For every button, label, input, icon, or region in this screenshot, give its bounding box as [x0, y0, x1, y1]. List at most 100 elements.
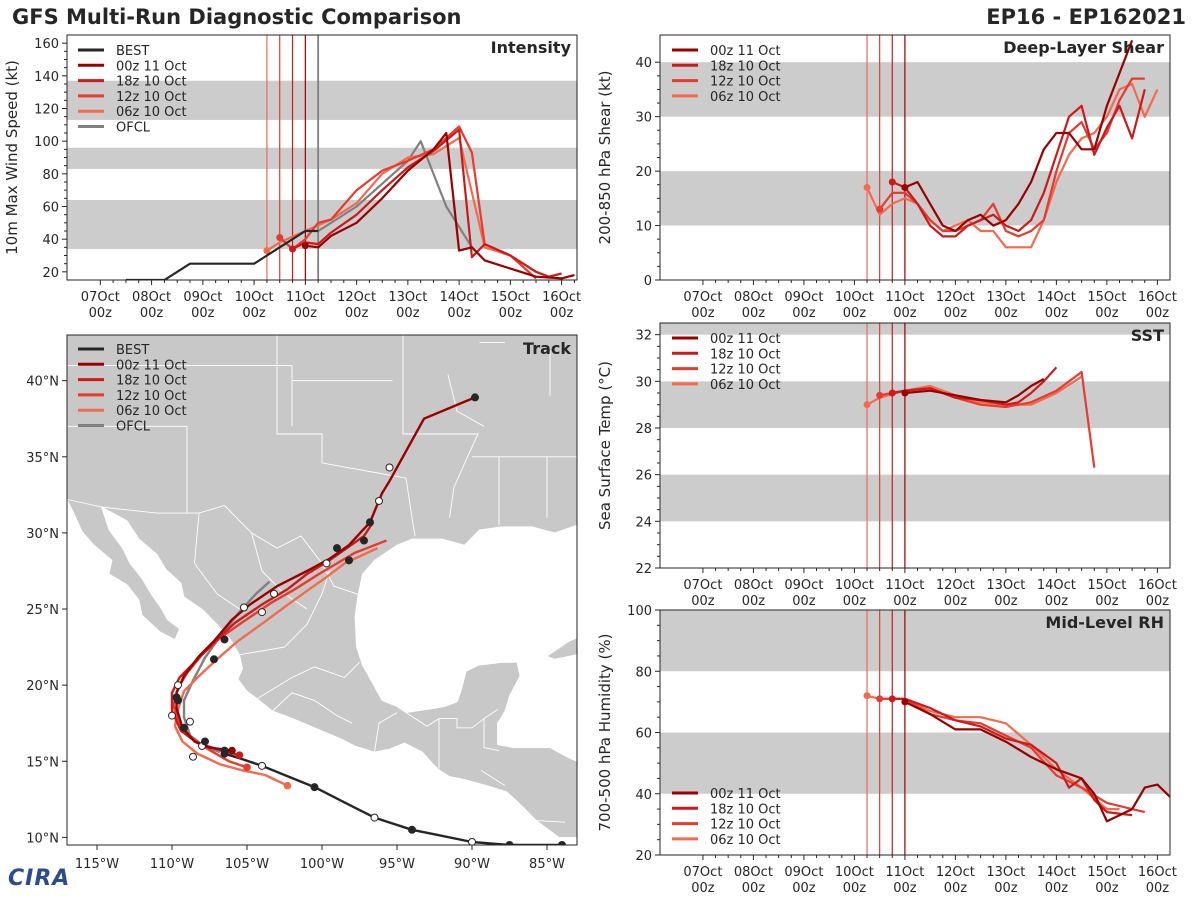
intensity-xtick-label-hour: 00z — [140, 306, 164, 321]
track-point-18z-10-oct — [220, 635, 229, 644]
intensity-xtick-label-hour: 00z — [550, 306, 574, 321]
sst-start-marker-06z-10-oct — [863, 401, 871, 409]
sst-xtick-label-day: 07Oct — [683, 578, 722, 593]
shear-ytick-label: 30 — [635, 111, 652, 126]
shear-xtick-label-hour: 00z — [944, 306, 968, 321]
track-point-18z-10-oct — [189, 752, 197, 761]
track-title: Track — [523, 339, 571, 358]
track-legend-label-06z-10-oct: 06z 10 Oct — [116, 404, 187, 419]
sst-xtick-label-day: 12Oct — [936, 578, 975, 593]
intensity-legend-label-06z-10-oct: 06z 10 Oct — [116, 105, 187, 120]
border-1 — [276, 335, 416, 537]
intensity-panel: 2040608010012014016007Oct00z08Oct00z09Oc… — [3, 34, 581, 321]
track-point-best — [558, 841, 566, 845]
shear-xtick-label-hour: 00z — [1045, 306, 1069, 321]
border-14 — [483, 718, 500, 752]
track-point-00z-11-oct — [471, 393, 479, 402]
sst-xtick-label-day: 08Oct — [734, 578, 773, 593]
rh-xtick-label-hour: 00z — [893, 881, 917, 896]
rh-xtick-label-day: 13Oct — [986, 865, 1025, 880]
track-point-00z-11-oct — [186, 717, 194, 726]
shear-ytick-label: 0 — [644, 274, 652, 289]
intensity-xtick-label-day: 14Oct — [440, 290, 479, 305]
shear-start-marker-06z-10-oct — [863, 183, 871, 191]
rh-xtick-label-day: 10Oct — [835, 865, 874, 880]
rh-xtick-label-hour: 00z — [1146, 881, 1170, 896]
intensity-ytick-label: 20 — [42, 266, 59, 281]
track-legend-label-00z-11-oct: 00z 11 Oct — [116, 358, 187, 373]
track-ytick-label: 25°N — [26, 603, 59, 618]
intensity-plot-area — [67, 35, 577, 280]
sst-xtick-label-hour: 00z — [944, 594, 968, 609]
shear-plot-area — [660, 35, 1170, 280]
intensity-xtick-label-hour: 00z — [345, 306, 369, 321]
track-map-area — [67, 335, 577, 845]
sst-xtick-label-day: 10Oct — [835, 578, 874, 593]
sst-xtick-label-day: 16Oct — [1138, 578, 1177, 593]
shear-xtick-label-hour: 00z — [792, 306, 816, 321]
shear-xtick-label-day: 11Oct — [885, 290, 924, 305]
intensity-xtick-label-day: 13Oct — [388, 290, 427, 305]
intensity-xtick-label-day: 09Oct — [183, 290, 222, 305]
sst-legend-label-06z-10-oct: 06z 10 Oct — [710, 378, 781, 393]
shear-xtick-label-day: 07Oct — [683, 290, 722, 305]
intensity-legend-label-12z-10-oct: 12z 10 Oct — [116, 90, 187, 105]
intensity-legend-label-18z-10-oct: 18z 10 Oct — [116, 75, 187, 90]
rh-xtick-label-day: 07Oct — [683, 865, 722, 880]
sst-xtick-label-day: 11Oct — [885, 578, 924, 593]
land-mass-2 — [546, 637, 577, 660]
intensity-band-1 — [67, 147, 577, 169]
rh-xtick-label-day: 15Oct — [1087, 865, 1126, 880]
track-panel: 115°W 110°W 105°W 100°W 95°W 90°W 85°W 10°N 15°N… — [26, 334, 578, 872]
sst-ytick-label: 22 — [635, 562, 652, 577]
sst-ytick-label: 30 — [635, 375, 652, 390]
rh-start-marker-18z-10-oct — [888, 695, 896, 703]
track-legend-label-best: BEST — [116, 343, 149, 358]
intensity-legend-label-00z-11-oct: 00z 11 Oct — [116, 59, 187, 74]
sst-panel: 22242628303207Oct00z08Oct00z09Oct00z10Oc… — [596, 322, 1177, 609]
intensity-start-marker-18z-10-oct — [289, 245, 297, 253]
rh-xtick-label-hour: 00z — [1095, 881, 1119, 896]
shear-start-marker-00z-11-oct — [901, 183, 909, 191]
intensity-start-marker-12z-10-oct — [276, 234, 284, 242]
storm-id-title: EP16 - EP162021 — [986, 5, 1186, 29]
sst-band-0 — [660, 474, 1170, 522]
sst-xtick-label-hour: 00z — [742, 594, 766, 609]
sst-ytick-label: 32 — [635, 329, 652, 344]
border-19 — [272, 692, 353, 724]
intensity-ytick-label: 140 — [34, 70, 59, 85]
shear-start-marker-18z-10-oct — [888, 178, 896, 186]
border-17 — [239, 570, 330, 656]
intensity-xtick-label-hour: 00z — [499, 306, 523, 321]
track-point-18z-10-oct — [201, 737, 209, 746]
rh-band-1 — [660, 610, 1170, 672]
shear-legend-label-12z-10-oct: 12z 10 Oct — [710, 75, 781, 90]
rh-xtick-label-day: 11Oct — [885, 865, 924, 880]
rh-start-marker-00z-11-oct — [901, 698, 909, 706]
sst-xtick-label-day: 09Oct — [784, 578, 823, 593]
track-start-12z-10-oct — [243, 763, 251, 772]
intensity-series-best — [125, 229, 319, 280]
shear-legend-label-00z-11-oct: 00z 11 Oct — [710, 44, 781, 59]
track-point-00z-11-oct — [180, 723, 188, 732]
shear-xtick-label-hour: 00z — [843, 306, 867, 321]
rh-xtick-label-hour: 00z — [742, 881, 766, 896]
intensity-xtick-label-day: 16Oct — [542, 290, 581, 305]
shear-ytick-label: 10 — [635, 220, 652, 235]
intensity-ytick-label: 100 — [34, 135, 59, 150]
shear-title: Deep-Layer Shear — [1003, 38, 1164, 57]
shear-xtick-label-day: 15Oct — [1087, 290, 1126, 305]
sst-series-00z-11-oct — [904, 378, 1045, 404]
shear-legend-label-06z-10-oct: 06z 10 Oct — [710, 90, 781, 105]
intensity-xtick-label-day: 15Oct — [491, 290, 530, 305]
rh-xtick-label-hour: 00z — [843, 881, 867, 896]
track-point-18z-10-oct — [333, 544, 341, 553]
border-21 — [251, 532, 308, 610]
sst-xtick-label-hour: 00z — [1146, 594, 1170, 609]
shear-xtick-label-hour: 00z — [742, 306, 766, 321]
sst-plot-area — [660, 323, 1170, 568]
